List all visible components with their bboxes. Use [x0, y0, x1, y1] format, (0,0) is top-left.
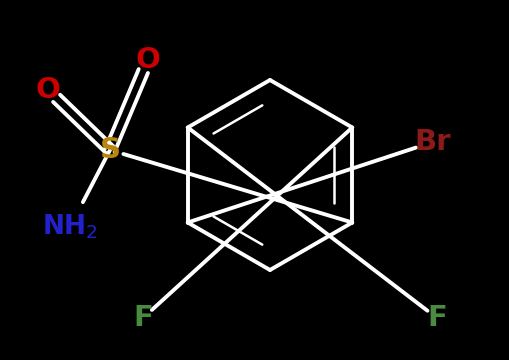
Text: O: O [135, 46, 160, 74]
Text: O: O [36, 76, 61, 104]
Text: S: S [99, 136, 120, 164]
Text: F: F [426, 304, 446, 332]
Text: F: F [133, 304, 153, 332]
Text: Br: Br [414, 128, 450, 156]
Text: NH$_2$: NH$_2$ [42, 213, 98, 241]
